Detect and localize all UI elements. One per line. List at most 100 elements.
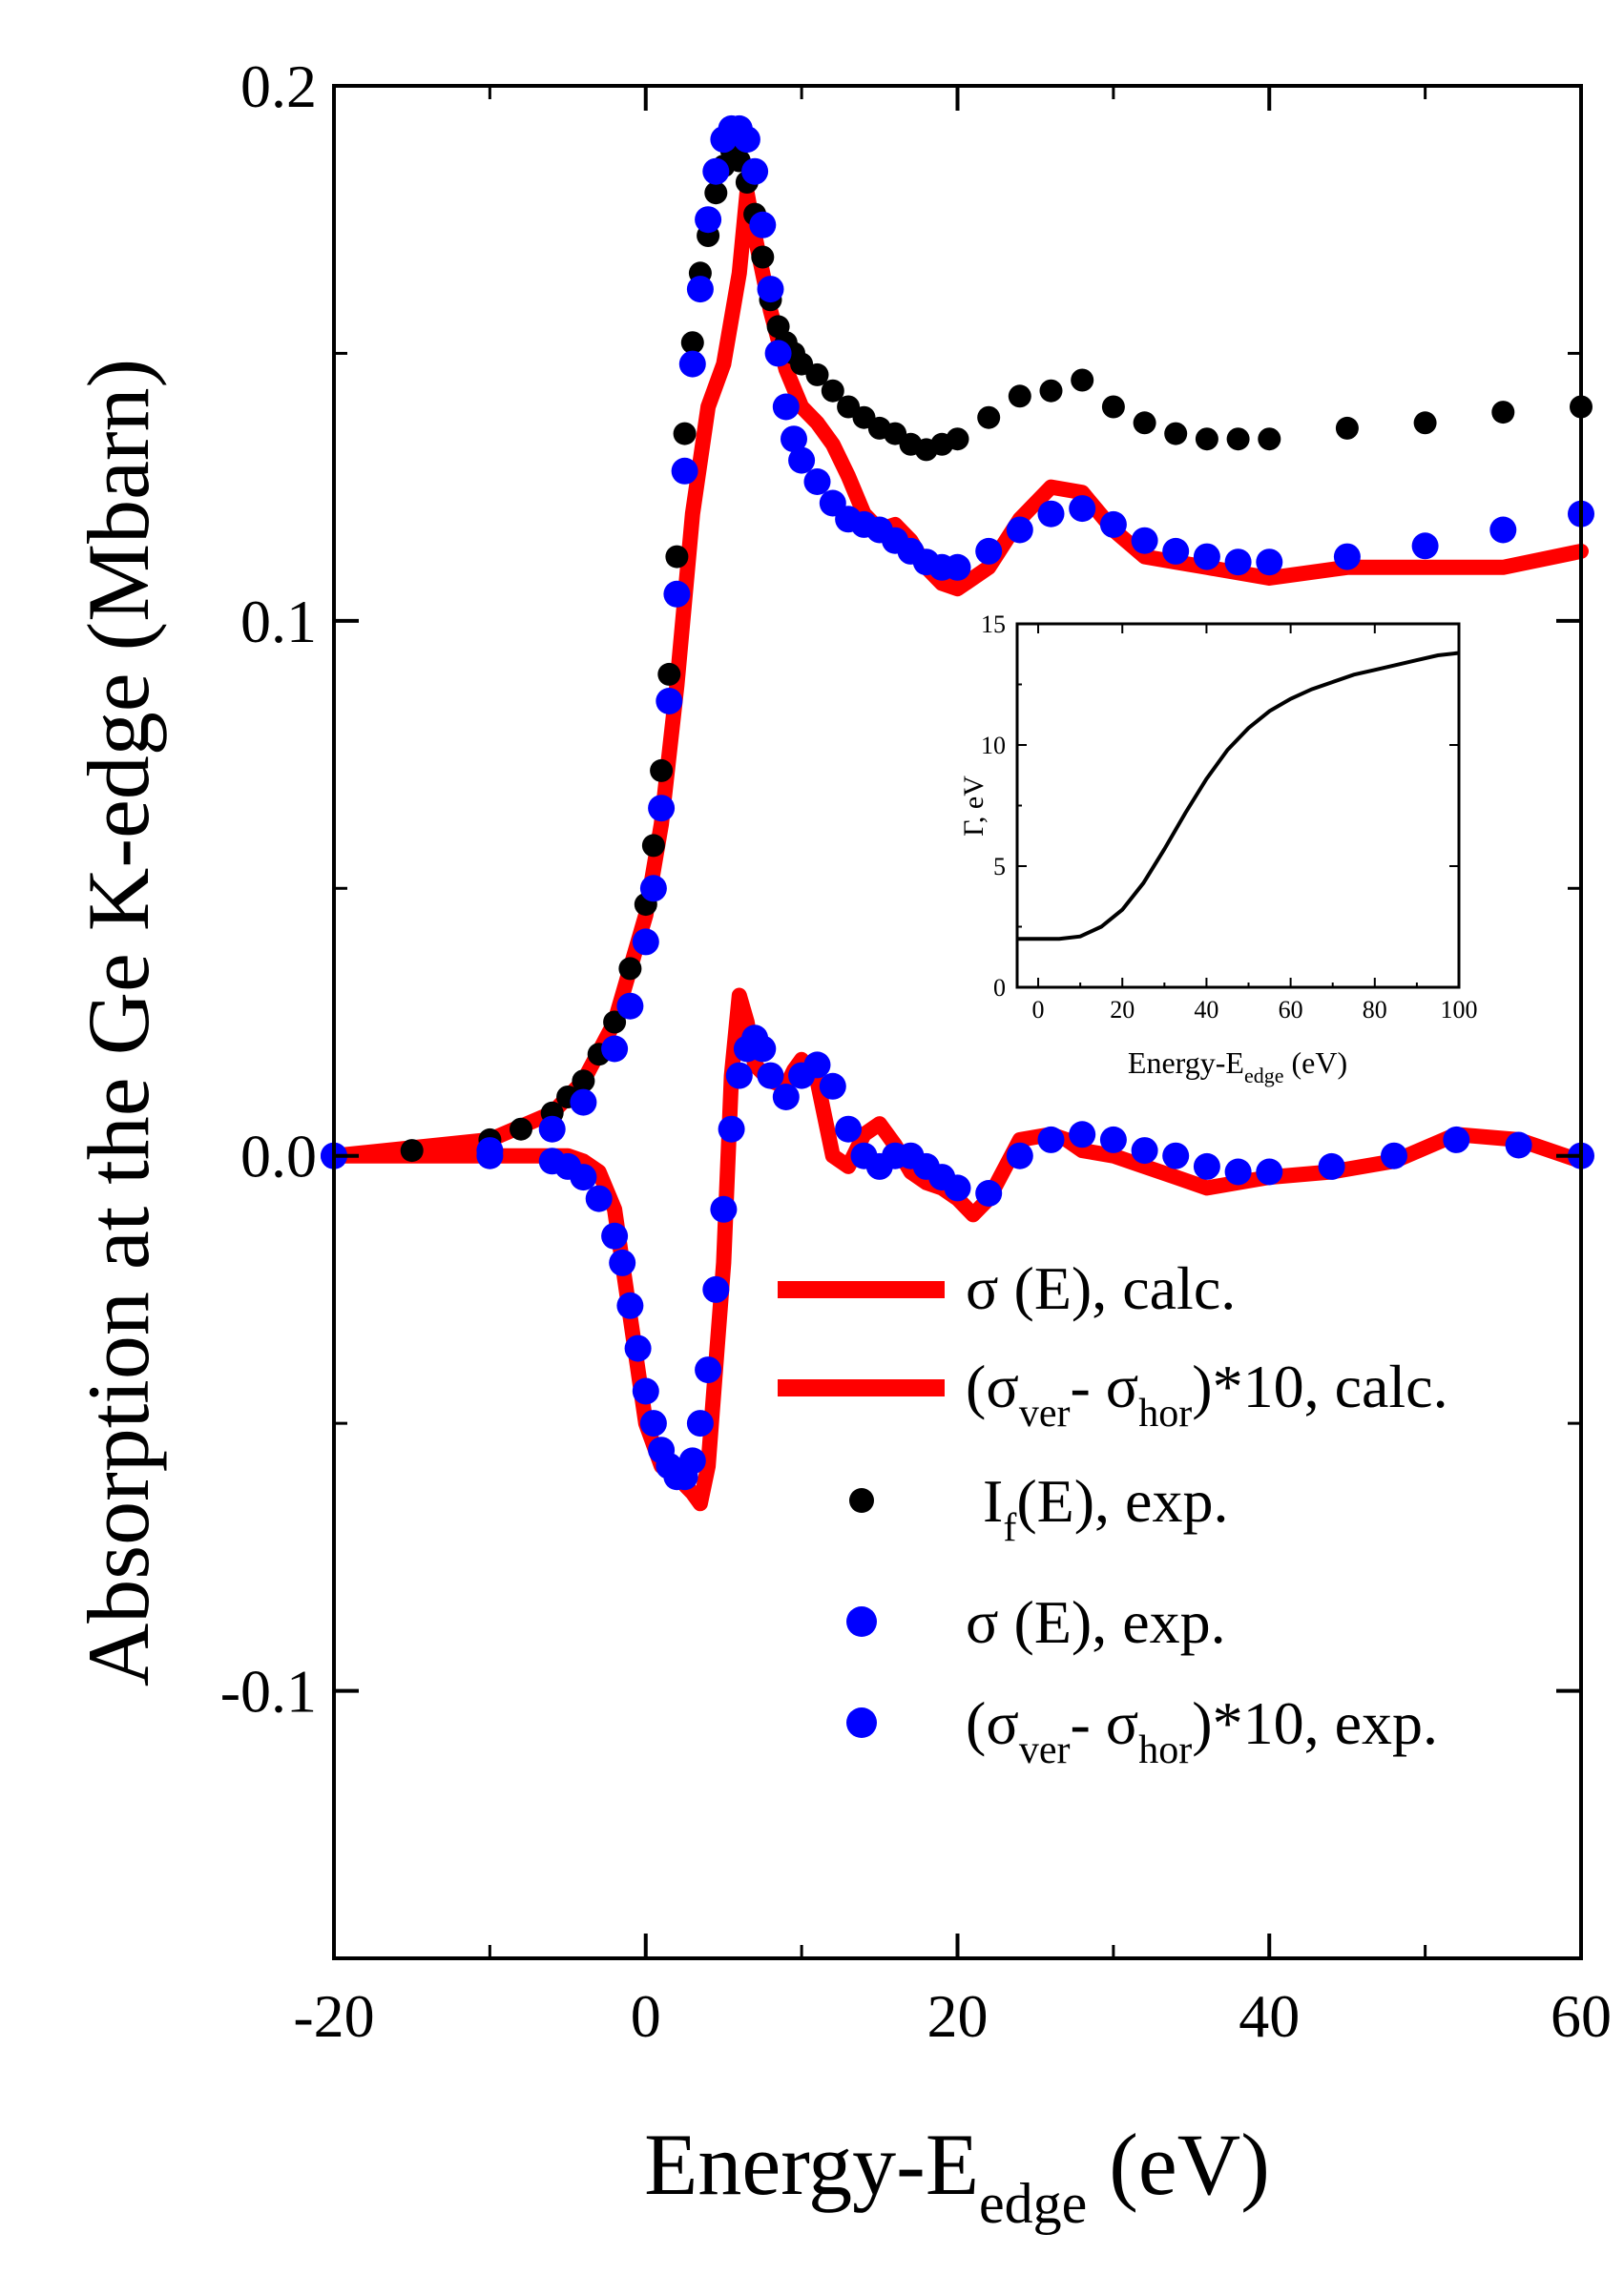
main-series-2-point	[673, 422, 697, 445]
main-x-label-base: Energy-E	[644, 2116, 979, 2213]
main-x-label-tail: (eV)	[1087, 2116, 1270, 2213]
main-y-tick-label: 0.2	[240, 52, 317, 120]
main-series-4-point	[570, 1164, 597, 1191]
main-series-2-point	[510, 1117, 532, 1141]
legend-entry-label: σ (E), calc.	[966, 1254, 1236, 1322]
inset-x-label-base: Energy-E	[1128, 1045, 1244, 1080]
legend-entry-label: If(E), exp.	[983, 1467, 1228, 1550]
main-x-axis-label: Energy-Eedge (eV)	[644, 2116, 1270, 2235]
main-series-3-point	[648, 795, 676, 822]
main-series-4-point	[944, 1174, 971, 1202]
main-series-2-point	[821, 379, 844, 403]
main-series-4-point	[609, 1249, 636, 1276]
inset-x-tick-label: 80	[1363, 996, 1387, 1024]
main-series-4-point	[1193, 1152, 1220, 1180]
main-series-2-point	[1164, 422, 1188, 445]
main-series-2-point	[1491, 401, 1515, 424]
main-series-2-point	[1226, 427, 1250, 451]
main-series-3-point	[616, 992, 644, 1020]
main-series-4-point	[632, 1377, 659, 1405]
main-series-4-point	[718, 1115, 745, 1143]
main-series-3-point	[764, 340, 792, 367]
main-series-2-point	[665, 545, 689, 569]
legend-entry-label: (σver- σhor)*10, exp.	[966, 1689, 1438, 1772]
main-series-4-point	[975, 1180, 1003, 1207]
main-series-2-point	[400, 1139, 424, 1163]
main-series-3-point	[1131, 527, 1158, 554]
main-series-4-point	[476, 1142, 504, 1169]
main-series-3-point	[639, 875, 667, 902]
main-series-2-point	[680, 331, 704, 355]
main-series-4-point	[1131, 1137, 1158, 1165]
main-series-3-point	[1162, 537, 1190, 565]
main-series-2-point	[1008, 384, 1031, 408]
main-series-4-point	[702, 1275, 730, 1303]
main-series-4-point	[601, 1222, 629, 1250]
main-series-2-point	[650, 758, 674, 782]
main-series-4-point	[1099, 1126, 1127, 1153]
main-series-2-point	[1195, 427, 1218, 451]
main-series-3-point	[781, 425, 807, 453]
main-y-tick-label: -0.1	[220, 1658, 317, 1726]
inset-x-tick-label: 60	[1279, 996, 1303, 1024]
main-series-3-point	[1489, 516, 1517, 544]
main-series-4-point	[695, 1356, 722, 1384]
main-series-3-point	[663, 580, 691, 608]
main-series-4-point	[1381, 1142, 1407, 1169]
inset-x-tick-label: 100	[1441, 996, 1478, 1024]
main-series-4-point	[686, 1410, 714, 1438]
main-series-3-point	[601, 1035, 629, 1063]
main-series-3-point	[733, 126, 760, 154]
main-series-4-point	[1318, 1152, 1345, 1180]
main-series-3-point	[656, 688, 683, 714]
main-series-3-point	[1069, 495, 1096, 523]
main-series-2-point	[805, 362, 829, 386]
legend: σ (E), calc. (σver- σhor)*10, calc. If(E),…	[778, 1254, 1448, 1772]
main-series-3-point	[1006, 516, 1033, 544]
main-series-4-point	[1505, 1131, 1532, 1159]
main-plot: -20 0 20 40 60 -0.1 0.0 0.1 0.2 Absorption at th…	[70, 52, 1612, 2235]
main-series-3-point	[1193, 543, 1220, 570]
main-series-3-point	[695, 206, 722, 234]
main-series-3-point	[1256, 548, 1283, 576]
main-series-3-point	[632, 928, 659, 956]
main-series-4-point	[585, 1185, 613, 1212]
main-y-tick-label: 0.1	[240, 588, 317, 655]
main-series-4-point	[678, 1447, 706, 1475]
main-series-3-point	[975, 537, 1003, 565]
main-y-tick-label: 0.0	[240, 1123, 317, 1190]
inset-x-label-sub: edge	[1244, 1064, 1284, 1087]
inset-y-tick-label: 15	[981, 610, 1006, 638]
main-x-tick-label: 60	[1551, 1982, 1612, 2050]
main-series-3-point	[538, 1115, 566, 1143]
main-series-4-point	[803, 1051, 831, 1079]
main-series-3-point	[944, 553, 971, 581]
main-series-2-point	[704, 181, 728, 205]
inset-plot: 0 20 40 60 80 100 0 5 10 15 Γ, eV Energy-Eedge (e…	[958, 610, 1478, 1087]
main-series-4-point	[1443, 1126, 1470, 1153]
main-series-3-point	[788, 446, 816, 474]
main-series-2-point	[946, 427, 969, 451]
inset-y-tick-label: 5	[993, 853, 1006, 880]
main-series-3-point	[1037, 500, 1065, 527]
main-series-3-point	[702, 157, 730, 185]
main-y-axis-label: Absorption at the Ge K-edge (Mbarn)	[70, 359, 167, 1686]
main-series-3-point	[1224, 548, 1252, 576]
main-series-3-point	[1099, 510, 1127, 538]
main-series-2-point	[1335, 416, 1359, 440]
main-series-3-point	[570, 1088, 597, 1116]
main-plot-frame	[332, 84, 1583, 1960]
main-series-2-point	[1101, 395, 1125, 419]
main-series-3-point	[803, 468, 831, 495]
main-series-2-point	[1071, 368, 1094, 392]
main-series-4-point	[616, 1292, 644, 1319]
main-x-label-sub: edge	[979, 2172, 1087, 2235]
main-series-3-point	[671, 457, 698, 485]
main-x-tick-label: 0	[631, 1982, 661, 2050]
main-series-2-point	[1413, 411, 1437, 435]
main-series-4-point	[819, 1072, 846, 1100]
inset-series-layer	[1017, 651, 1460, 941]
inset-tick-layer: 0 20 40 60 80 100 0 5 10 15	[981, 610, 1478, 1024]
main-series-4-point	[1037, 1126, 1065, 1153]
